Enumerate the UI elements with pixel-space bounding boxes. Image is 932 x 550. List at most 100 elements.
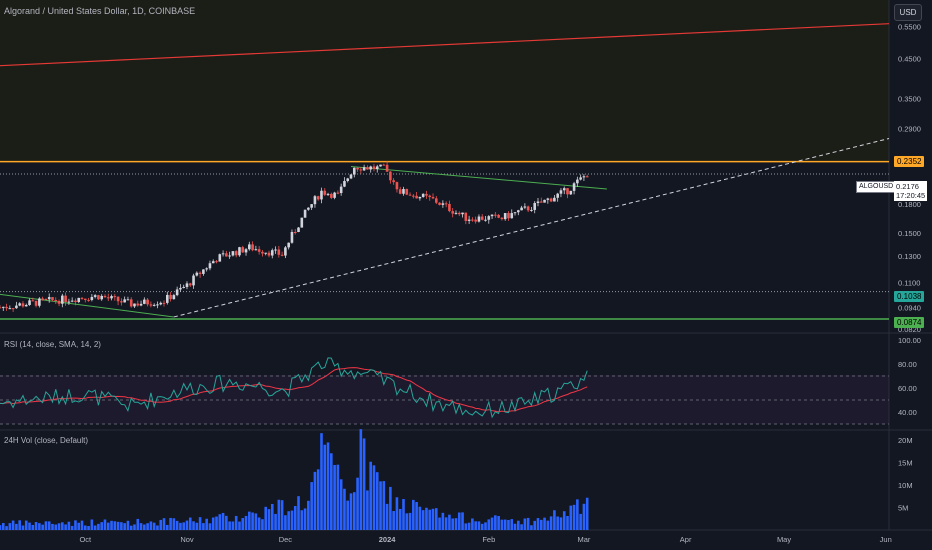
volume-bar (254, 513, 258, 530)
candle (490, 214, 494, 220)
candle (405, 188, 409, 196)
volume-bar (188, 517, 192, 530)
candle (395, 181, 399, 193)
volume-bar (467, 522, 471, 530)
candle-body (382, 164, 386, 166)
candle-body (287, 242, 290, 248)
volume-bar (313, 471, 317, 530)
candle (484, 215, 487, 222)
candle (208, 260, 212, 271)
candle-body (438, 202, 441, 205)
candle-body (339, 186, 343, 194)
volume-bar (169, 517, 172, 530)
candle-body (490, 214, 494, 217)
volume-bar (572, 504, 576, 530)
volume-bar (231, 521, 235, 530)
volume-bar (392, 511, 395, 530)
volume-bar (474, 521, 477, 530)
volume-bar (543, 517, 546, 530)
candle (257, 246, 261, 255)
volume-bar (526, 517, 530, 530)
volume-bar (382, 481, 386, 530)
candle (100, 294, 103, 301)
volume-bar (93, 525, 97, 530)
volume-bar (21, 525, 25, 530)
candle-body (474, 219, 477, 222)
candle-body (284, 247, 287, 256)
candle (51, 296, 54, 302)
volume-bar (205, 518, 208, 530)
candle-body (530, 209, 533, 211)
volume-bar (418, 506, 422, 530)
volume-bar (562, 511, 566, 530)
candle (83, 298, 87, 303)
candle (24, 303, 28, 307)
candle (513, 212, 517, 216)
currency-button[interactable]: USD (894, 4, 922, 21)
candle-body (569, 190, 573, 195)
candle-body (434, 198, 438, 203)
candle-body (356, 167, 359, 170)
candle-body (264, 252, 268, 254)
volume-bar (336, 464, 340, 530)
candle-body (198, 272, 202, 274)
candle-body (133, 303, 136, 307)
candle (47, 293, 51, 303)
candle-body (139, 303, 143, 306)
volume-bar (277, 499, 281, 530)
candle (215, 259, 218, 264)
candle-body (402, 189, 405, 194)
candle-body (366, 167, 369, 170)
candle (569, 190, 573, 196)
volume-bar (257, 517, 261, 530)
volume-bar (352, 492, 356, 530)
candle-body (303, 209, 307, 218)
volume-bar (539, 519, 543, 530)
volume-bar (74, 520, 77, 530)
candle (159, 301, 163, 306)
candle-body (352, 167, 356, 175)
candle (530, 206, 533, 212)
volume-bars (0, 429, 589, 530)
candle (464, 212, 468, 225)
candle-body (83, 298, 87, 300)
volume-bar (159, 519, 163, 530)
volume-bar (270, 503, 274, 530)
candle (359, 167, 363, 174)
candle (523, 203, 527, 210)
candle-body (182, 286, 186, 288)
countdown: 17:20:45 (896, 191, 926, 200)
volume-bar (349, 493, 353, 530)
volume-bar (346, 500, 350, 530)
candle-body (34, 300, 38, 306)
volume-bar (44, 521, 48, 530)
candle (300, 217, 304, 228)
candle (103, 294, 107, 298)
candle-body (185, 283, 189, 287)
volume-bar (333, 464, 336, 530)
candle (375, 164, 379, 173)
x-axis-label: Mar (577, 535, 590, 544)
volume-bar (136, 518, 140, 530)
candle (202, 269, 205, 276)
volume-bar (126, 520, 130, 530)
volume-bar (274, 513, 277, 530)
candle (198, 271, 202, 278)
candle-body (562, 188, 566, 191)
volume-bar (477, 521, 481, 530)
candle (38, 297, 41, 308)
volume-bar (179, 522, 182, 530)
candle-body (54, 299, 58, 301)
volume-bar (569, 505, 573, 530)
trendline-support (173, 137, 890, 318)
candle (251, 241, 254, 252)
candle-body (254, 249, 258, 251)
candle-body (395, 182, 399, 190)
candle-body (175, 289, 179, 296)
candle (188, 282, 192, 287)
volume-bar (195, 522, 199, 530)
volume-bar (152, 522, 156, 530)
candle (261, 250, 264, 257)
candle (139, 300, 143, 307)
